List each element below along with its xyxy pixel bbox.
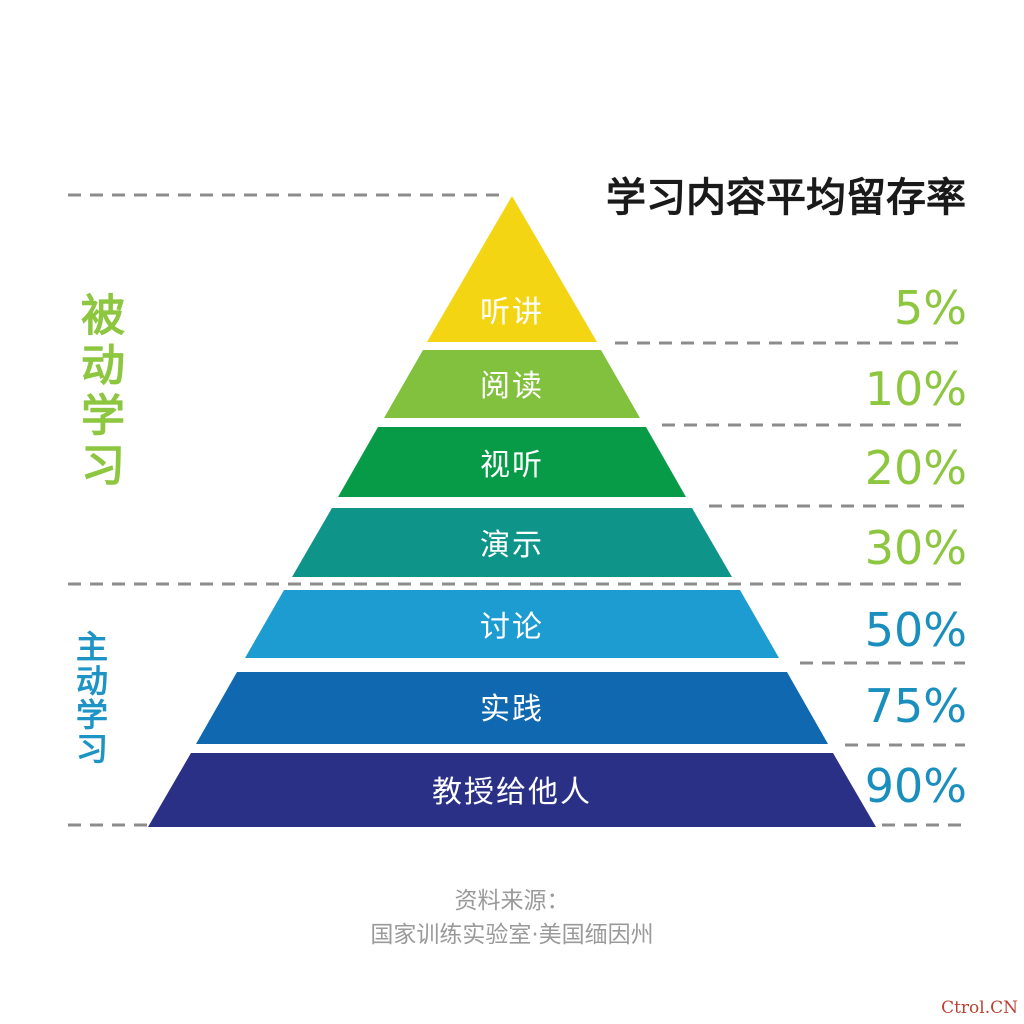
level-percent-1: 5% — [894, 281, 967, 335]
level-percent-3: 20% — [865, 441, 967, 495]
pyramid-level-1 — [427, 196, 597, 342]
source-line-1: 资料来源： — [454, 888, 570, 914]
pyramid-level-3 — [338, 427, 686, 497]
level-label-2: 阅读 — [480, 369, 544, 404]
level-label-7: 教授给他人 — [432, 775, 592, 810]
pyramid-level-4 — [292, 508, 732, 577]
group-label-passive: 被动学习 — [73, 292, 124, 492]
source-line-2: 国家训练实验室·美国缅因州 — [370, 922, 654, 948]
level-percent-2: 10% — [865, 362, 967, 416]
level-percent-6: 75% — [865, 679, 967, 733]
level-label-4: 演示 — [480, 528, 544, 563]
level-label-6: 实践 — [480, 692, 544, 727]
pyramid-level-6 — [196, 672, 828, 744]
level-label-1: 听讲 — [480, 295, 544, 330]
level-percent-5: 50% — [865, 603, 967, 657]
watermark: Ctrol.CN — [941, 998, 1018, 1018]
level-percent-7: 90% — [865, 759, 967, 813]
level-label-3: 视听 — [480, 448, 544, 483]
group-label-active: 主动学习 — [71, 630, 109, 766]
source-note: 资料来源： 国家训练实验室·美国缅因州 — [0, 884, 1024, 952]
pyramid-level-5 — [245, 590, 779, 658]
pyramid-level-2 — [384, 350, 640, 418]
pyramid-level-7 — [148, 753, 876, 827]
level-label-5: 讨论 — [480, 610, 544, 645]
level-percent-4: 30% — [865, 521, 967, 575]
chart-title: 学习内容平均留存率 — [606, 175, 966, 221]
